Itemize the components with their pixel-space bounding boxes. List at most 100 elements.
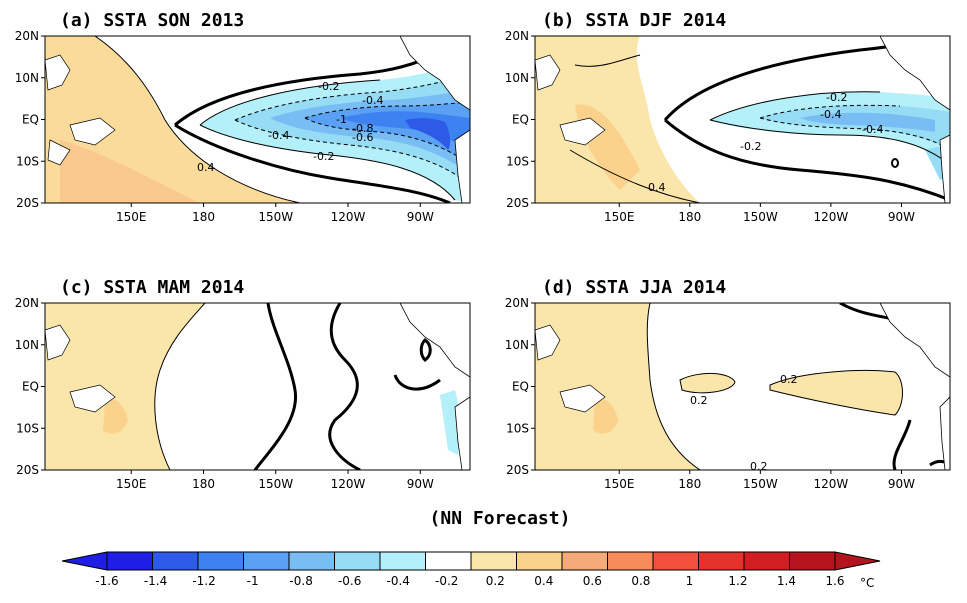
lon-tick-label: 180 (192, 210, 215, 224)
lat-tick-label: EQ (22, 380, 39, 394)
colorbar-label: -0.6 (338, 574, 361, 588)
lon-tick-label: 150W (258, 210, 293, 224)
lon-tick-label: 120W (814, 210, 849, 224)
colorbar-swatch (379, 551, 426, 571)
colorbar-label: 0.4 (534, 574, 553, 588)
lat-tick-label: 20N (505, 29, 529, 43)
contour-label: 0.4 (197, 161, 215, 174)
panel-d-title: (d) SSTA JJA 2014 (542, 277, 726, 298)
lon-tick-label: 150W (258, 477, 293, 491)
colorbar-swatch (789, 551, 836, 571)
colorbar-label: 1.2 (728, 574, 747, 588)
colorbar-label: -0.4 (386, 574, 409, 588)
lat-tick-label: 10S (506, 154, 529, 168)
contour-label: -0.4 (362, 94, 383, 107)
colorbar-max-extension (834, 551, 881, 571)
lat-tick-label: 20N (15, 29, 39, 43)
colorbar-label: -1.4 (144, 574, 167, 588)
figure-subtitle: (NN Forecast) (430, 508, 571, 529)
lat-tick-label: 20S (16, 463, 39, 477)
colorbar-swatch (243, 551, 290, 571)
lat-tick-label: 20N (15, 296, 39, 310)
colorbar-label: 0.6 (583, 574, 602, 588)
contour-label: -0.8 (352, 122, 373, 135)
contour-label: -0.2 (740, 140, 761, 153)
colorbar-label: 1 (686, 574, 694, 588)
colorbar-label: -0.2 (435, 574, 458, 588)
lon-tick-label: 180 (192, 477, 215, 491)
contour-label: 0.2 (690, 394, 708, 407)
lon-tick-label: 180 (678, 477, 701, 491)
lon-tick-label: 150W (743, 210, 778, 224)
lat-tick-label: 10S (16, 421, 39, 435)
colorbar-swatch (607, 551, 654, 571)
contour-label: 0.4 (648, 181, 666, 194)
lon-tick-label: 90W (888, 477, 915, 491)
colorbar-swatch (288, 551, 335, 571)
colorbar-units: °C (860, 576, 874, 590)
panel-a: (a) SSTA SON 2013 (44, 10, 471, 204)
contour-label: 0.2 (780, 373, 798, 386)
contour-label: -0.4 (268, 129, 289, 142)
lat-tick-label: 20S (506, 196, 529, 210)
lat-tick-label: EQ (22, 113, 39, 127)
lon-tick-label: 120W (331, 477, 366, 491)
lat-tick-label: 10N (15, 338, 39, 352)
panel-a-map: -0.2 -0.4 -1 -0.8 -0.6 -0.4 -0.2 0.4 (45, 36, 470, 203)
panel-d: (d) SSTA JJA 2014 0.2 0.2 0.2 (534, 277, 951, 471)
contour-label: -1 (336, 113, 347, 126)
contour-label: -0.6 (352, 131, 373, 144)
panel-d-map: 0.2 0.2 0.2 (535, 303, 950, 470)
panel-c-title: (c) SSTA MAM 2014 (60, 277, 244, 298)
colorbar-label: 0.2 (486, 574, 505, 588)
colorbar-swatch (197, 551, 244, 571)
lat-tick-label: EQ (512, 380, 529, 394)
lat-tick-label: 10N (15, 71, 39, 85)
colorbar-label: -1.2 (192, 574, 215, 588)
panel-b: (b) SSTA DJF 2014 -0.2 -0.4 -0.4 (534, 10, 951, 204)
colorbar-swatch (652, 551, 699, 571)
colorbar-swatch (698, 551, 745, 571)
colorbar-swatch (470, 551, 517, 571)
panel-b-map: -0.2 -0.4 -0.4 -0.2 0.4 (535, 36, 950, 203)
lon-tick-label: 150E (604, 210, 635, 224)
colorbar-swatch (334, 551, 381, 571)
lon-tick-label: 150E (116, 477, 147, 491)
contour-label: -0.4 (862, 123, 883, 136)
colorbar-swatch (106, 551, 153, 571)
colorbar-label: 1.4 (777, 574, 796, 588)
colorbar-swatch (152, 551, 199, 571)
lon-tick-label: 150W (743, 477, 778, 491)
colorbar-label: -0.8 (289, 574, 312, 588)
panel-b-title: (b) SSTA DJF 2014 (542, 10, 726, 31)
lat-tick-label: EQ (512, 113, 529, 127)
lon-tick-label: 90W (407, 210, 434, 224)
contour-label: -0.2 (313, 150, 334, 163)
lat-tick-label: 20S (506, 463, 529, 477)
colorbar-label: 0.8 (631, 574, 650, 588)
lat-tick-label: 10N (505, 71, 529, 85)
colorbar-label: -1.6 (95, 574, 118, 588)
panel-c-map (45, 303, 470, 470)
colorbar-swatch (561, 551, 608, 571)
colorbar-label: -1 (247, 574, 259, 588)
colorbar-min-extension (61, 551, 108, 571)
contour-label: -0.2 (826, 91, 847, 104)
lon-tick-label: 120W (331, 210, 366, 224)
lon-tick-label: 150E (604, 477, 635, 491)
contour-label: -0.4 (820, 108, 841, 121)
colorbar-swatch (516, 551, 563, 571)
lat-tick-label: 10S (506, 421, 529, 435)
colorbar-swatch (425, 551, 472, 571)
colorbar-label: 1.6 (825, 574, 844, 588)
lat-tick-label: 10N (505, 338, 529, 352)
lat-tick-label: 20N (505, 296, 529, 310)
lon-tick-label: 120W (814, 477, 849, 491)
lat-tick-label: 10S (16, 154, 39, 168)
lon-tick-label: 150E (116, 210, 147, 224)
panel-c: (c) SSTA MAM 2014 (44, 277, 471, 471)
axis-labels: 20N 10N EQ 10S 20S 150E 180 150W 120W 90W 20N 10N EQ… (15, 29, 915, 491)
lon-tick-label: 90W (407, 477, 434, 491)
lon-tick-label: 90W (888, 210, 915, 224)
